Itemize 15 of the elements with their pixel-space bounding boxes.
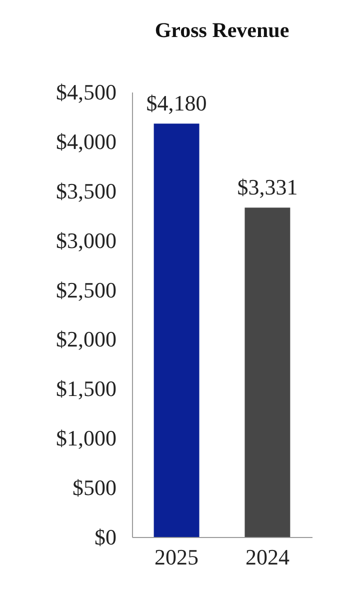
y-tick-label: $3,000 <box>56 228 116 253</box>
y-tick-label: $3,500 <box>56 178 116 204</box>
y-tick-label: $4,500 <box>56 80 116 104</box>
y-tick-label: $4,000 <box>56 128 116 154</box>
data-label: $3,331 <box>237 174 298 200</box>
x-tick-label: 2024 <box>245 544 290 570</box>
y-tick-label: $1,500 <box>56 376 116 402</box>
y-tick-label: $2,500 <box>56 277 116 302</box>
chart-title: Gross Revenue <box>154 18 290 42</box>
y-tick-label: $0 <box>94 524 116 550</box>
y-tick-label: $1,000 <box>56 426 116 451</box>
data-label: $4,180 <box>146 90 207 116</box>
y-tick-label: $500 <box>72 475 116 500</box>
y-tick-label: $2,000 <box>56 326 116 352</box>
x-tick-label: 2025 <box>154 544 199 570</box>
